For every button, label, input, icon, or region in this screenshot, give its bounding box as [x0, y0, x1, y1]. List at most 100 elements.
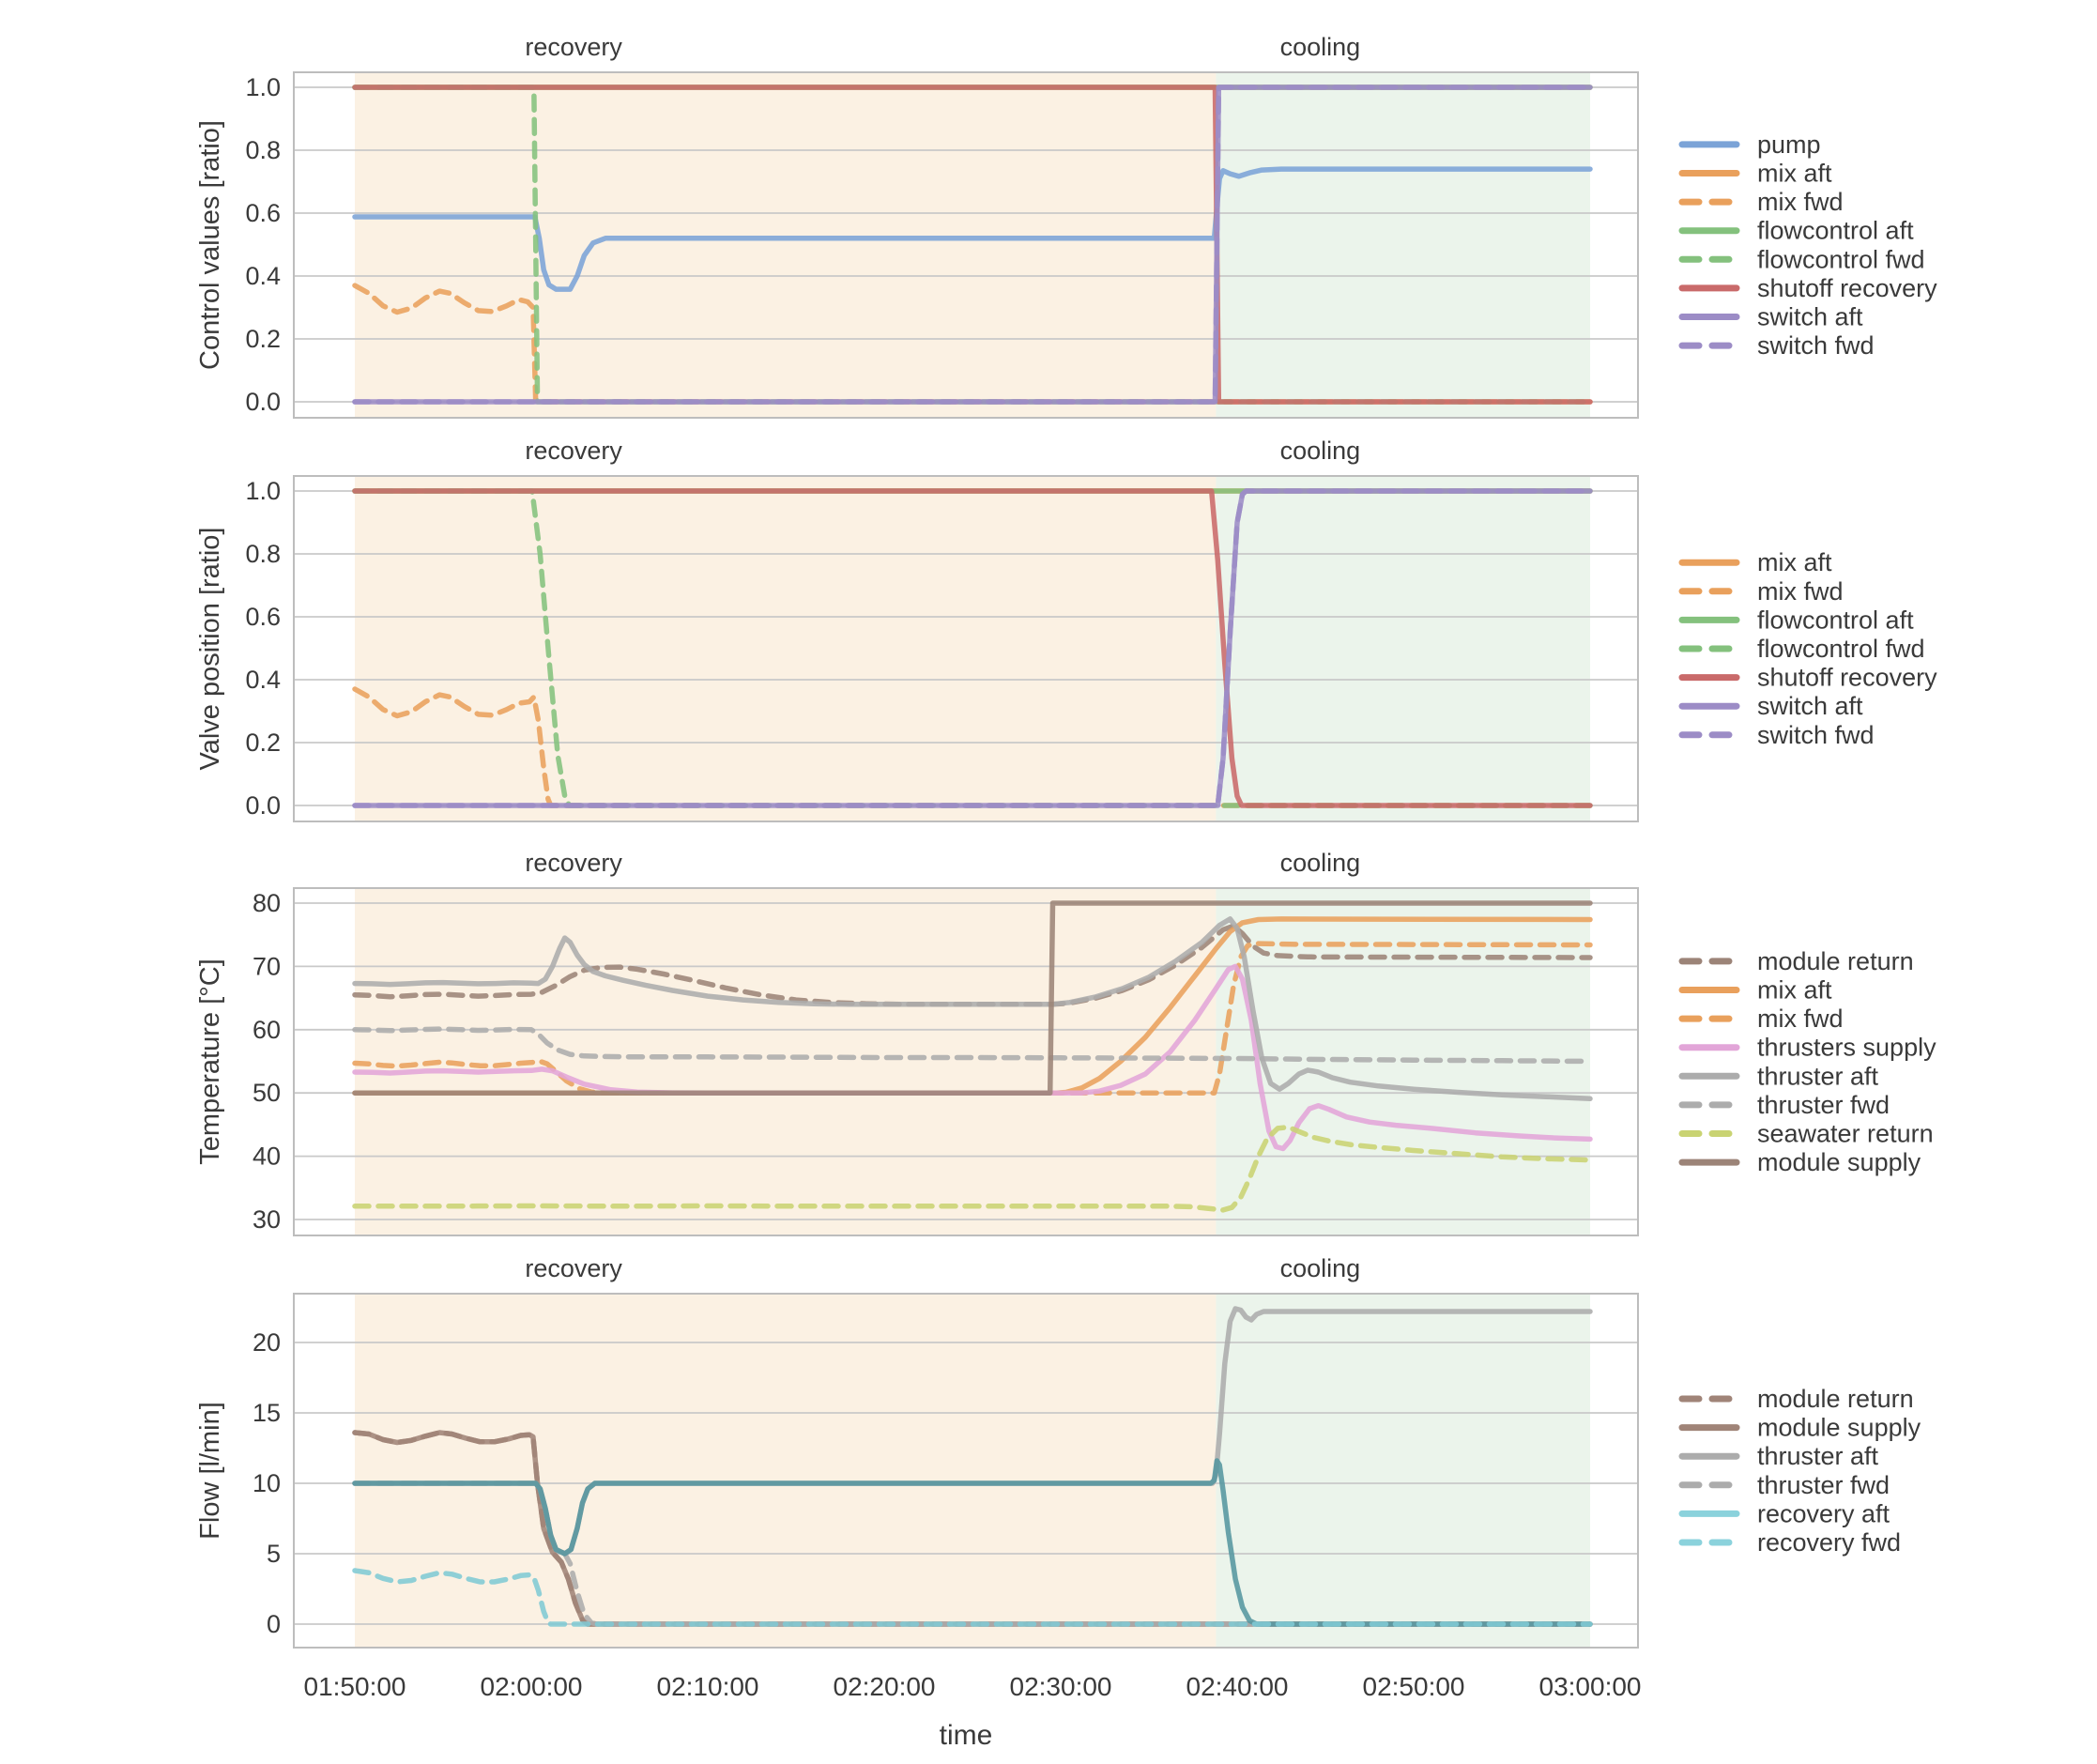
x-tick-label: 02:50:00 — [1363, 1672, 1465, 1701]
legend-label-switch-aft: switch aft — [1757, 303, 1863, 331]
panel-3: 20 15 10 5 0 Flow [l/min] recovery cooling modul… — [195, 1254, 1921, 1649]
phase-label-cooling: cooling — [1280, 437, 1361, 465]
phase-span-cooling — [1216, 72, 1590, 418]
y-axis-label: Control values [ratio] — [195, 120, 225, 370]
legend-label-flowcontrol-fwd: flowcontrol fwd — [1757, 245, 1925, 273]
y-axis-label: Valve position [ratio] — [195, 528, 225, 771]
y-tick-label: 0 — [267, 1610, 281, 1638]
x-tick-label: 02:30:00 — [1010, 1672, 1112, 1701]
legend-label-flowcontrol-aft: flowcontrol aft — [1757, 217, 1914, 245]
phase-span-recovery — [355, 476, 1217, 821]
y-tick-label: 80 — [253, 889, 281, 917]
phase-label-recovery: recovery — [525, 849, 622, 877]
phase-label-cooling: cooling — [1280, 1254, 1361, 1282]
phase-label-cooling: cooling — [1280, 33, 1361, 61]
legend-label-shutoff-recovery: shutoff recovery — [1757, 274, 1937, 302]
series-line-shutoff-recovery — [352, 488, 1593, 808]
series-line-module-supply — [352, 1430, 1593, 1627]
panel-2: 80 70 60 50 40 30 Temperature [°C] recovery cool… — [195, 849, 1936, 1236]
series-line-thruster-aft — [352, 916, 1593, 1102]
series-line-mix-fwd — [352, 686, 1593, 808]
y-tick-label: 0.2 — [245, 729, 281, 757]
legend-label-switch-fwd: switch fwd — [1757, 721, 1875, 749]
y-tick-label: 0.6 — [245, 199, 281, 227]
legend-label-recovery-aft: recovery aft — [1757, 1499, 1890, 1527]
plot-border — [293, 887, 1639, 1236]
y-tick-label: 70 — [253, 952, 281, 980]
legend-label-flowcontrol-aft: flowcontrol aft — [1757, 606, 1914, 634]
y-tick-label: 10 — [253, 1469, 281, 1497]
legend-label-thruster-aft: thruster aft — [1757, 1442, 1879, 1470]
y-tick-label: 5 — [267, 1540, 281, 1568]
legend-label-mix-aft: mix aft — [1757, 160, 1832, 188]
legend-label-flowcontrol-fwd: flowcontrol fwd — [1757, 635, 1925, 663]
x-tick-label: 02:00:00 — [481, 1672, 583, 1701]
phase-label-cooling: cooling — [1280, 849, 1361, 877]
legend-label-thruster-fwd: thruster fwd — [1757, 1091, 1890, 1119]
phase-label-recovery: recovery — [525, 437, 622, 465]
legend-label-recovery-fwd: recovery fwd — [1757, 1528, 1901, 1557]
series-line-switch-fwd — [352, 84, 1593, 405]
y-tick-label: 0.2 — [245, 325, 281, 353]
y-tick-label: 60 — [253, 1016, 281, 1044]
y-tick-label: 50 — [253, 1079, 281, 1107]
legend-label-mix-fwd: mix fwd — [1757, 577, 1844, 606]
y-tick-label: 0.8 — [245, 136, 281, 164]
y-axis-label: Flow [l/min] — [195, 1402, 225, 1540]
series-line-thruster-fwd — [352, 1026, 1593, 1065]
phase-span-recovery — [355, 888, 1217, 1235]
series-line-recovery-aft — [352, 1458, 1593, 1627]
x-tick-label: 03:00:00 — [1539, 1672, 1642, 1701]
y-tick-label: 30 — [253, 1205, 281, 1234]
legend-label-seawater-return: seawater return — [1757, 1120, 1934, 1148]
y-tick-label: 20 — [253, 1328, 281, 1357]
legend-label-module-supply: module supply — [1757, 1148, 1921, 1176]
series-line-switch-fwd — [352, 488, 1593, 808]
series-line-module-return — [352, 923, 1593, 1007]
x-tick-label: 02:20:00 — [834, 1672, 936, 1701]
series-line-module-supply — [352, 900, 1593, 1096]
series-line-mix-fwd — [352, 941, 1593, 1096]
series-line-recovery-fwd — [352, 1568, 1593, 1627]
phase-label-recovery: recovery — [525, 1254, 622, 1282]
x-tick-label: 02:40:00 — [1186, 1672, 1289, 1701]
y-tick-label: 15 — [253, 1399, 281, 1427]
legend-label-module-return: module return — [1757, 947, 1914, 975]
series-line-thrusters-supply — [352, 963, 1593, 1152]
series-line-mix-fwd — [352, 283, 1593, 405]
y-tick-label: 1.0 — [245, 73, 281, 101]
legend-label-pump: pump — [1757, 130, 1821, 159]
y-tick-label: 0.6 — [245, 603, 281, 631]
y-tick-label: 0.8 — [245, 540, 281, 568]
phase-span-cooling — [1216, 476, 1590, 821]
legend-label-mix-fwd: mix fwd — [1757, 1005, 1844, 1033]
legend-label-module-return: module return — [1757, 1385, 1914, 1413]
legend-label-mix-fwd: mix fwd — [1757, 188, 1844, 216]
x-axis-label: time — [940, 1720, 993, 1751]
y-tick-label: 0.4 — [245, 262, 281, 290]
panel-1: 1.0 0.8 0.6 0.4 0.2 0.0 Valve position [ratio]… — [195, 437, 1937, 822]
legend-label-shutoff-recovery: shutoff recovery — [1757, 664, 1937, 692]
legend-label-module-supply: module supply — [1757, 1414, 1921, 1442]
y-tick-label: 0.0 — [245, 388, 281, 416]
legend-label-switch-fwd: switch fwd — [1757, 331, 1875, 360]
series-line-seawater-return — [352, 1124, 1593, 1213]
phase-span-recovery — [355, 1294, 1217, 1648]
legend-label-thruster-fwd: thruster fwd — [1757, 1471, 1890, 1499]
series-line-pump — [352, 166, 1593, 292]
plot-border — [293, 1293, 1639, 1649]
phase-label-recovery: recovery — [525, 33, 622, 61]
legend-label-thruster-aft: thruster aft — [1757, 1062, 1879, 1090]
x-tick-label: 02:10:00 — [657, 1672, 759, 1701]
legend-label-thrusters-supply: thrusters supply — [1757, 1034, 1936, 1062]
x-tick-label: 01:50:00 — [304, 1672, 406, 1701]
panel-0: 1.0 0.8 0.6 0.4 0.2 0.0 Control values [ratio]… — [195, 33, 1937, 419]
y-tick-label: 0.4 — [245, 666, 281, 694]
legend-label-mix-aft: mix aft — [1757, 976, 1832, 1005]
y-tick-label: 40 — [253, 1143, 281, 1171]
